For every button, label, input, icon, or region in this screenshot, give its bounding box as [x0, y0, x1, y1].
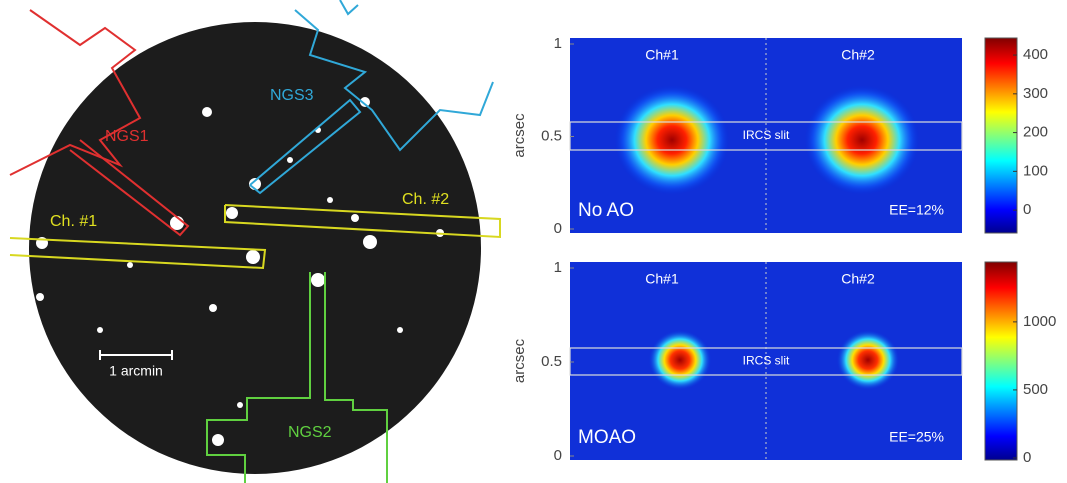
psf-spot: [837, 330, 900, 390]
channel-label: Ch#2: [841, 271, 875, 287]
scale-label: 1 arcmin: [109, 363, 163, 379]
colorbar: [985, 262, 1017, 460]
mode-label: No AO: [578, 200, 634, 221]
channel-label: Ch#1: [645, 271, 679, 287]
psf-spot: [649, 330, 712, 390]
colorbar-tick-label: 200: [1023, 124, 1048, 141]
y-tick-label: 1: [554, 35, 562, 52]
psf-spot: [804, 85, 920, 195]
colorbar: [985, 38, 1017, 233]
ch1-label: Ch. #1: [50, 213, 97, 230]
slit-label: IRCS slit: [743, 128, 790, 142]
ee-label: EE=12%: [889, 202, 944, 218]
channel-label: Ch#1: [645, 47, 679, 63]
colorbar-tick-label: 100: [1023, 162, 1048, 179]
colorbar-tick-label: 0: [1023, 201, 1031, 218]
star-field: [29, 22, 481, 474]
y-tick-label: 0: [554, 447, 562, 464]
ngs3-label: NGS3: [270, 87, 314, 104]
ngs2-label: NGS2: [288, 424, 332, 441]
colorbar-tick-label: 500: [1023, 381, 1048, 398]
psf-spot: [614, 85, 730, 195]
mode-label: MOAO: [578, 427, 636, 448]
y-tick-label: 1: [554, 259, 562, 276]
y-axis-label: arcsec: [511, 338, 528, 383]
colorbar-tick-label: 300: [1023, 85, 1048, 102]
slit-label: IRCS slit: [743, 354, 790, 368]
channel-label: Ch#2: [841, 47, 875, 63]
figure: 1 arcmin NGS1 NGS3 NGS2 Ch. #1 Ch. #2 IR…: [0, 0, 1067, 483]
y-tick-label: 0: [554, 220, 562, 237]
ee-label: EE=25%: [889, 429, 944, 445]
colorbar-tick-label: 400: [1023, 46, 1048, 63]
y-tick-label: 0.5: [541, 353, 562, 370]
y-tick-label: 0.5: [541, 127, 562, 144]
colorbar-tick-label: 1000: [1023, 313, 1056, 330]
colorbar-tick-label: 0: [1023, 449, 1031, 466]
ch2-label: Ch. #2: [402, 191, 449, 208]
y-axis-label: arcsec: [511, 113, 528, 158]
ngs1-label: NGS1: [105, 128, 149, 145]
